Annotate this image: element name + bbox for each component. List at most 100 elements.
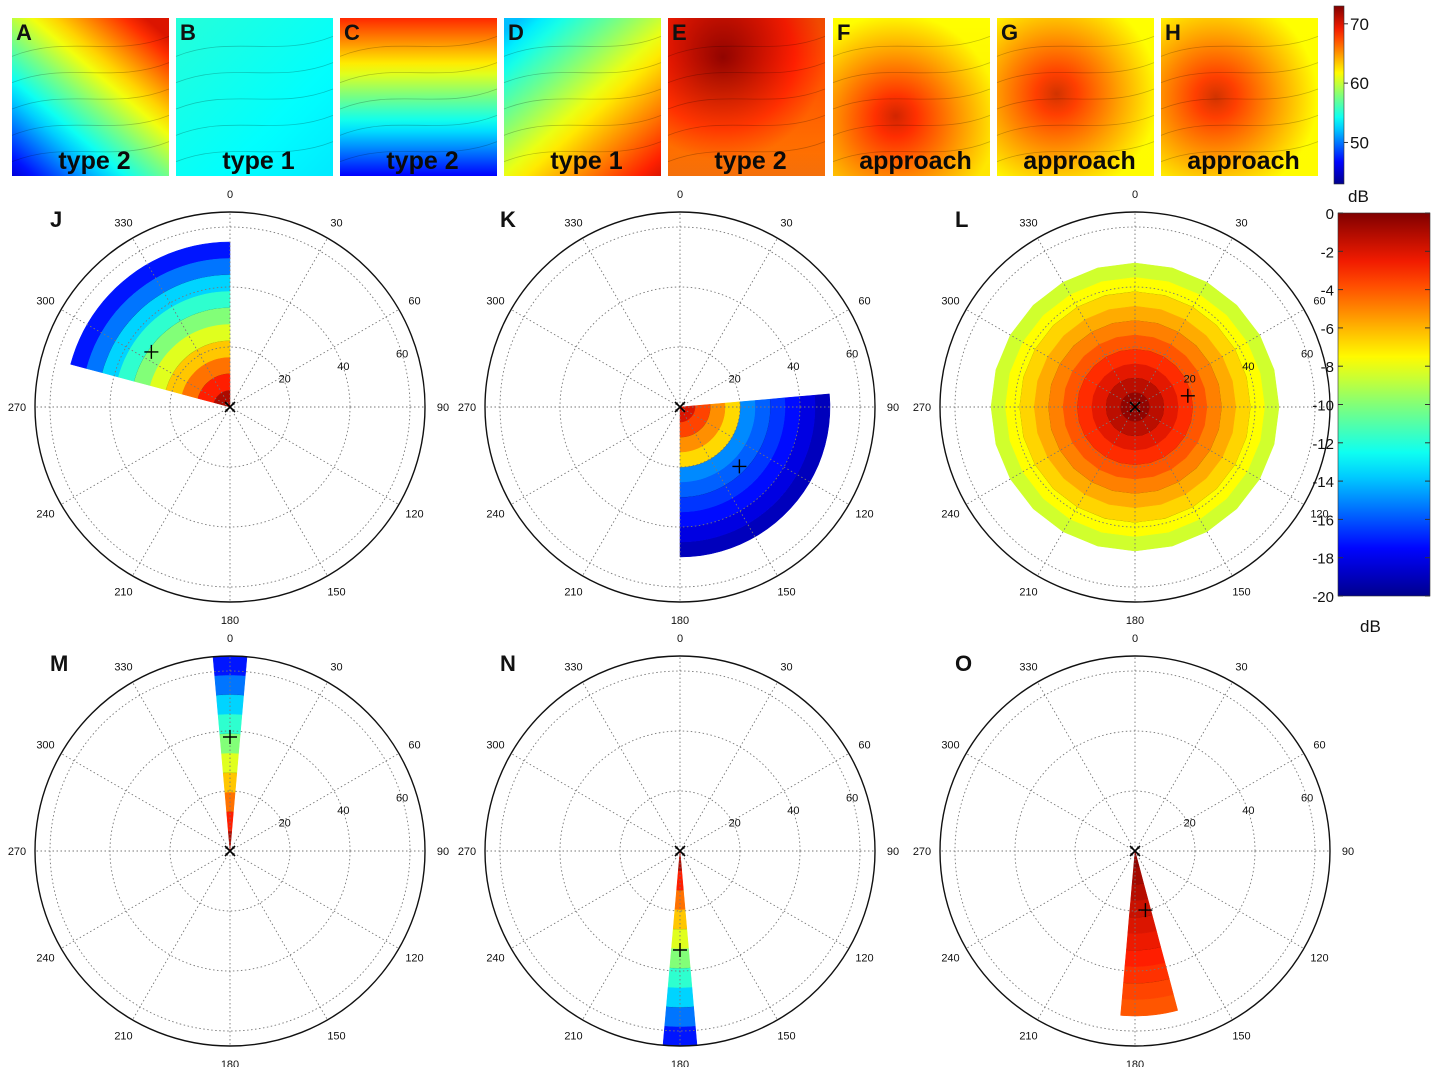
polar-grid-spoke [582,406,681,577]
polar-data-band [1128,898,1153,918]
contour-line [667,114,826,136]
polar-panel-l: 0306090120150180210240270300330204060L [913,189,1354,627]
polar-radius-label: 60 [396,793,408,805]
contour-line [832,88,991,110]
panel-type-label: approach [859,147,972,175]
heatmap-fill [504,18,661,176]
panel-letter: O [955,651,972,676]
polar-angle-label: 180 [1126,1059,1144,1067]
polar-grid-spoke [1134,406,1233,577]
polar-grid-spoke [229,237,328,408]
panel-letter: M [50,651,68,676]
polar-grid-spoke [1037,681,1136,852]
contour-line [832,141,991,163]
centroid-marker [673,943,687,957]
polar-outer-circle [939,211,1331,603]
contour-line [667,88,826,110]
polar-angle-label: 30 [330,218,342,230]
polar-angle-label: 300 [36,296,54,308]
polar-plots: 0306090120150180210240270300330204060J03… [8,189,1354,1067]
polar-angle-label: 210 [114,1031,132,1043]
polar-grid-spoke [1134,850,1233,1021]
contour-line [11,88,170,110]
colorbar-tick-label: -14 [1312,474,1334,491]
polar-grid-spoke [679,406,850,505]
polar-angle-label: 120 [405,509,423,521]
origin-marker [224,401,236,413]
polar-grid-spoke [679,681,778,852]
polar-angle-label: 210 [564,587,582,599]
polar-angle-label: 60 [408,740,420,752]
colorbar-tick-label: -2 [1321,244,1334,261]
polar-angle-label: 180 [221,1059,239,1067]
polar-radius-label: 60 [846,349,858,361]
panel-letter: C [344,20,360,45]
panel-letter: F [837,20,850,45]
centroid-marker [223,730,237,744]
polar-radius-label: 60 [1301,793,1313,805]
polar-angle-label: 0 [227,189,233,201]
contour-line [339,141,498,163]
colorbar-tick-label: -20 [1312,589,1334,606]
origin-marker [1129,845,1141,857]
colorbar-unit: dB [1360,617,1381,636]
polar-angle-label: 180 [671,615,689,627]
contour-line [667,35,826,57]
polar-grid-spoke [965,753,1136,852]
panel-letter: L [955,207,968,232]
polar-data-band [1130,882,1149,901]
contour-line [1160,114,1319,136]
centroid-marker [732,459,747,474]
panel-letter: G [1001,20,1018,45]
polar-radius-label: 60 [846,793,858,805]
polar-radius-label: 20 [729,374,741,386]
polar-angle-label: 30 [1235,662,1247,674]
polar-grid-spoke [132,681,231,852]
polar-angle-label: 60 [1313,740,1325,752]
polar-data-region [679,393,831,558]
colorbar-tick-label: -10 [1312,398,1334,415]
contour-line [339,35,498,57]
polar-angle-label: 0 [677,189,683,201]
contour-line [832,114,991,136]
polar-radius-label: 40 [1242,805,1254,817]
polar-angle-label: 300 [941,296,959,308]
polar-grid-spoke [60,309,231,408]
polar-grid-spoke [510,753,681,852]
contour-line [11,141,170,163]
contour-line [832,35,991,57]
polar-data-band [1131,866,1144,885]
centroid-marker [1138,903,1153,918]
contour-line [996,88,1155,110]
contour-line [1160,62,1319,84]
polar-radius-label: 40 [337,361,349,373]
origin-marker [674,401,686,413]
polar-grid-spoke [229,681,328,852]
polar-grid-spoke [1134,406,1305,505]
polar-outer-circle [34,655,426,1047]
heatmap-peak [997,18,1154,176]
origin-marker [1129,401,1141,413]
polar-grid-spoke [582,681,681,852]
polar-grid-spoke [965,406,1136,505]
polar-angle-label: 180 [671,1059,689,1067]
heatmap-peak [1161,18,1318,176]
contour-line [503,114,662,136]
polar-angle-label: 120 [855,509,873,521]
polar-angle-label: 60 [858,740,870,752]
polar-angle-label: 150 [777,587,795,599]
polar-angle-label: 270 [913,846,931,858]
polar-grid-spoke [965,850,1136,949]
polar-angle-label: 150 [327,1031,345,1043]
panel-letter: A [16,20,32,45]
polar-angle-label: 180 [1126,615,1144,627]
colorbar-tick-label: -6 [1321,321,1334,338]
polar-grid-spoke [229,309,400,408]
panel-type-label: type 1 [222,147,294,175]
polar-angle-label: 330 [114,662,132,674]
polar-angle-label: 90 [437,846,449,858]
